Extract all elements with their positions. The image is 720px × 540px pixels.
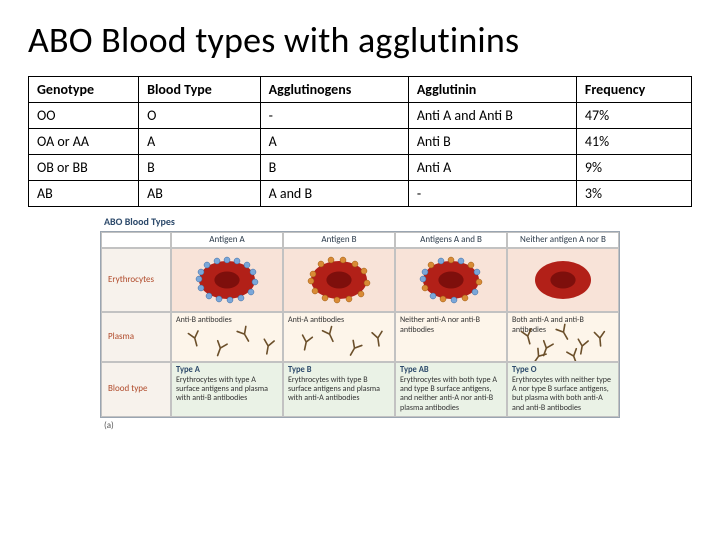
col-bloodtype: Blood Type — [139, 77, 260, 103]
plasma-label: Anti-A antibodies — [288, 316, 344, 325]
antibody-icon — [370, 331, 386, 347]
table-row: AB AB A and B - 3% — [29, 181, 692, 207]
plasma-cell-o: Both anti-A and anti-B antibodies — [507, 312, 619, 362]
col-agglutinin: Agglutinin — [408, 77, 576, 103]
cell: Anti A — [408, 155, 576, 181]
cell: B — [139, 155, 260, 181]
antibody-icon — [520, 329, 536, 345]
cell: AB — [139, 181, 260, 207]
col-frequency: Frequency — [576, 77, 691, 103]
cell: OA or AA — [29, 129, 139, 155]
bt-body: Erythrocytes with type B surface antigen… — [288, 376, 390, 404]
cell: Anti A and Anti B — [408, 103, 576, 129]
blood-type-diagram: ABO Blood Types Antigen A Antigen B Anti… — [100, 213, 620, 431]
antibody-icon — [530, 349, 546, 362]
table-row: OA or AA A A Anti B 41% — [29, 129, 692, 155]
antibody-icon — [187, 331, 203, 347]
table-row: OO O - Anti A and Anti B 47% — [29, 103, 692, 129]
table-header-row: Genotype Blood Type Agglutinogens Agglut… — [29, 77, 692, 103]
rbc-cell-a — [171, 248, 283, 312]
antibody-icon — [322, 327, 338, 343]
cell: AB — [29, 181, 139, 207]
cell: O — [139, 103, 260, 129]
table-row: OB or BB B B Anti A 9% — [29, 155, 692, 181]
cell: B — [260, 155, 408, 181]
bt-cell-a: Type A Erythrocytes with type A surface … — [171, 362, 283, 417]
col-genotype: Genotype — [29, 77, 139, 103]
cell: A — [260, 129, 408, 155]
bt-cell-o: Type O Erythrocytes with neither type A … — [507, 362, 619, 417]
cell: 3% — [576, 181, 691, 207]
plasma-label: Neither anti-A nor anti-B antibodies — [400, 316, 506, 334]
antibody-icon — [556, 325, 572, 341]
page-title: ABO Blood types with agglutinins — [28, 18, 692, 62]
corner-cell — [101, 232, 171, 248]
row-label-bloodtype: Blood type — [101, 362, 171, 417]
plasma-cell-ab: Neither anti-A nor anti-B antibodies — [395, 312, 507, 362]
blood-type-table: Genotype Blood Type Agglutinogens Agglut… — [28, 76, 692, 207]
col-header: Neither antigen A nor B — [507, 232, 619, 248]
antibody-icon — [298, 335, 314, 351]
antibody-icon — [260, 339, 276, 355]
cell: - — [260, 103, 408, 129]
cell: Anti B — [408, 129, 576, 155]
row-label-erythrocytes: Erythrocytes — [101, 248, 171, 312]
diagram-title: ABO Blood Types — [100, 213, 620, 231]
antibody-icon — [346, 341, 362, 357]
rbc-cell-b — [283, 248, 395, 312]
cell: - — [408, 181, 576, 207]
cell: OO — [29, 103, 139, 129]
cell: A — [139, 129, 260, 155]
cell: OB or BB — [29, 155, 139, 181]
rbc-cell-o — [507, 248, 619, 312]
bt-cell-b: Type B Erythrocytes with type B surface … — [283, 362, 395, 417]
bt-body: Erythrocytes with both type A and type B… — [400, 376, 502, 413]
cell: A and B — [260, 181, 408, 207]
bt-cell-ab: Type AB Erythrocytes with both type A an… — [395, 362, 507, 417]
antibody-icon — [592, 331, 608, 347]
cell: 41% — [576, 129, 691, 155]
antibody-icon — [566, 349, 582, 362]
col-header: Antigen A — [171, 232, 283, 248]
plasma-label: Anti-B antibodies — [176, 316, 232, 325]
rbc-cell-ab — [395, 248, 507, 312]
row-label-plasma: Plasma — [101, 312, 171, 362]
antibody-icon — [212, 341, 228, 357]
antibody-icon — [237, 327, 253, 343]
col-header: Antigen B — [283, 232, 395, 248]
bt-body: Erythrocytes with type A surface antigen… — [176, 376, 278, 404]
col-header: Antigens A and B — [395, 232, 507, 248]
cell: 9% — [576, 155, 691, 181]
plasma-cell-a: Anti-B antibodies — [171, 312, 283, 362]
diagram-grid: Antigen A Antigen B Antigens A and B Nei… — [100, 231, 620, 418]
slide: ABO Blood types with agglutinins Genotyp… — [0, 0, 720, 540]
cell: 47% — [576, 103, 691, 129]
bt-body: Erythrocytes with neither type A nor typ… — [512, 376, 614, 413]
col-aggluogens: Agglutinogens — [260, 77, 408, 103]
plasma-cell-b: Anti-A antibodies — [283, 312, 395, 362]
diagram-footer: (a) — [100, 418, 620, 431]
